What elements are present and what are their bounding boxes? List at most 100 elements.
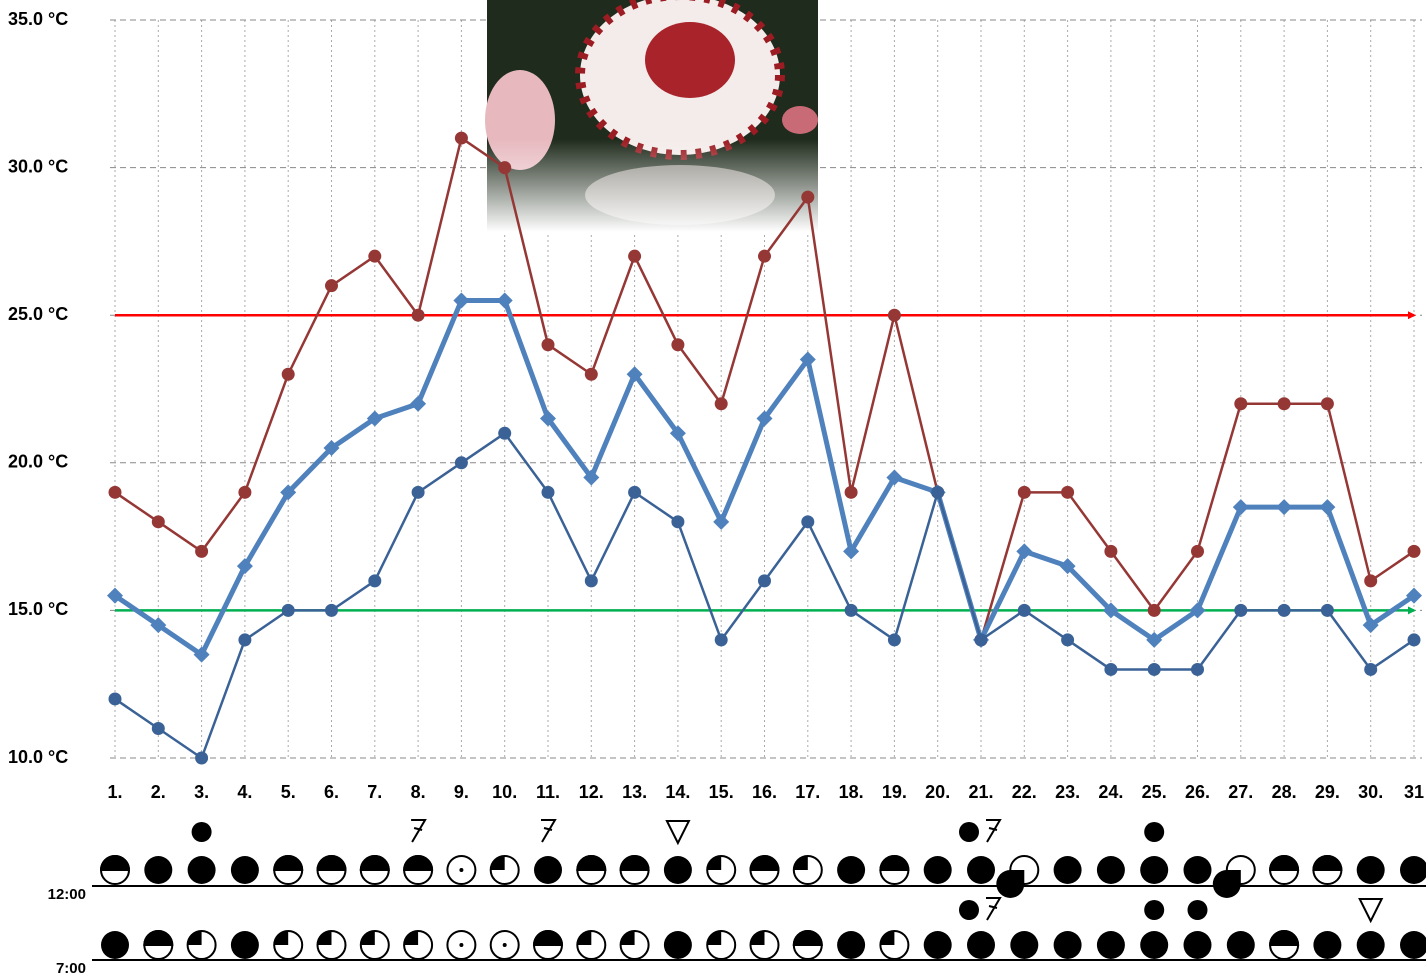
- series-marker: [758, 249, 771, 263]
- x-tick-label: 7.: [367, 782, 382, 802]
- rain-symbol: [959, 822, 979, 842]
- cover-full: [1010, 931, 1039, 959]
- weather-symbol: [99, 855, 131, 885]
- cover-full: [1226, 931, 1255, 959]
- series-marker: [626, 366, 643, 383]
- series-marker: [1362, 617, 1379, 634]
- series-marker: [1407, 633, 1421, 647]
- weather-symbol: [1356, 931, 1385, 959]
- cover-half: [792, 930, 823, 946]
- series-marker: [108, 692, 122, 706]
- weather-symbol: [1212, 855, 1256, 899]
- series-marker: [150, 617, 167, 634]
- weather-symbol: [403, 930, 434, 960]
- series-marker: [628, 249, 642, 263]
- series-marker: [714, 397, 728, 411]
- weather-symbol: [1096, 856, 1125, 884]
- weather-symbol: [1053, 931, 1082, 959]
- y-tick-label: 25.0 °C: [8, 304, 68, 324]
- series-marker: [886, 469, 903, 486]
- x-tick-label: 26.: [1185, 782, 1210, 802]
- x-tick-label: 9.: [454, 782, 469, 802]
- series-marker: [756, 410, 773, 427]
- series-marker: [1277, 603, 1291, 617]
- cover-half: [99, 855, 131, 871]
- x-tick-label: 18.: [839, 782, 864, 802]
- cover-full: [1313, 931, 1342, 959]
- series-marker: [844, 603, 858, 617]
- cover-full: [1096, 856, 1125, 884]
- series-marker: [541, 338, 555, 352]
- x-tick-label: 13.: [622, 782, 647, 802]
- series-marker: [323, 440, 340, 457]
- series-marker: [801, 515, 815, 529]
- x-tick-label: 5.: [281, 782, 296, 802]
- cover-clear-dot: [502, 943, 507, 947]
- series-marker: [1061, 633, 1075, 647]
- cover-full: [144, 856, 173, 884]
- rain-symbol: [191, 822, 212, 842]
- weather-symbol: [1183, 931, 1212, 959]
- x-tick-label: 16.: [752, 782, 777, 802]
- series-marker: [1191, 662, 1204, 676]
- series-marker: [1319, 499, 1336, 516]
- row-label: 7:00: [56, 960, 86, 973]
- series-marker: [843, 543, 860, 560]
- weather-symbol: [273, 855, 304, 885]
- weather-symbol: [230, 931, 259, 959]
- series-marker: [1061, 485, 1075, 499]
- cover-quarter: [880, 931, 895, 945]
- cover-clear-dot: [459, 943, 464, 947]
- cover-clear-dot: [459, 868, 464, 872]
- series-marker: [496, 292, 513, 309]
- weather-symbol: [532, 930, 564, 960]
- rain-symbol: [1144, 900, 1165, 920]
- cover-quarter: [750, 931, 765, 945]
- cover-full: [187, 856, 216, 884]
- series-marker: [368, 249, 382, 263]
- cover-half: [316, 855, 347, 871]
- cover-full: [1140, 931, 1169, 959]
- cover-full: [837, 931, 866, 959]
- cover-half: [532, 930, 564, 946]
- cover-full: [1053, 931, 1082, 959]
- weather-symbol: [837, 931, 866, 959]
- weather-symbol: [792, 930, 823, 960]
- y-tick-label: 35.0 °C: [8, 9, 68, 29]
- series-marker: [714, 633, 728, 647]
- weather-symbol: [923, 931, 952, 959]
- weather-symbol: [144, 856, 173, 884]
- series-marker: [540, 410, 556, 427]
- series-marker: [453, 292, 470, 309]
- cover-half: [749, 855, 780, 871]
- weather-symbol: [489, 855, 520, 885]
- series-marker: [541, 485, 555, 499]
- x-tick-label: 31: [1404, 782, 1424, 802]
- cover-quarter: [620, 931, 635, 945]
- cover-half: [359, 855, 390, 871]
- weather-symbol: [1313, 931, 1342, 959]
- shower-symbol: [665, 820, 691, 846]
- y-tick-label: 10.0 °C: [8, 747, 68, 767]
- weather-symbol: [489, 930, 520, 960]
- series-marker: [1232, 499, 1249, 516]
- cover-full: [1356, 856, 1385, 884]
- cover-half: [1269, 855, 1300, 871]
- weather-symbol: [706, 855, 737, 885]
- series-marker: [974, 633, 988, 647]
- weather-symbol: [534, 856, 562, 884]
- series-marker: [671, 338, 685, 352]
- drizzle-symbol: [411, 819, 427, 843]
- cover-full: [1183, 856, 1212, 884]
- x-tick-label: 8.: [411, 782, 426, 802]
- series-marker: [1277, 397, 1291, 411]
- cover-full: [1140, 856, 1169, 884]
- weather-symbol: [749, 855, 780, 885]
- weather-symbol: [1140, 856, 1169, 884]
- rain-symbol: [1187, 900, 1208, 920]
- cover-full: [230, 931, 259, 959]
- cover-half: [403, 855, 434, 871]
- cover-full: [1053, 856, 1082, 884]
- cover-full: [967, 931, 995, 959]
- cover-full: [1096, 931, 1125, 959]
